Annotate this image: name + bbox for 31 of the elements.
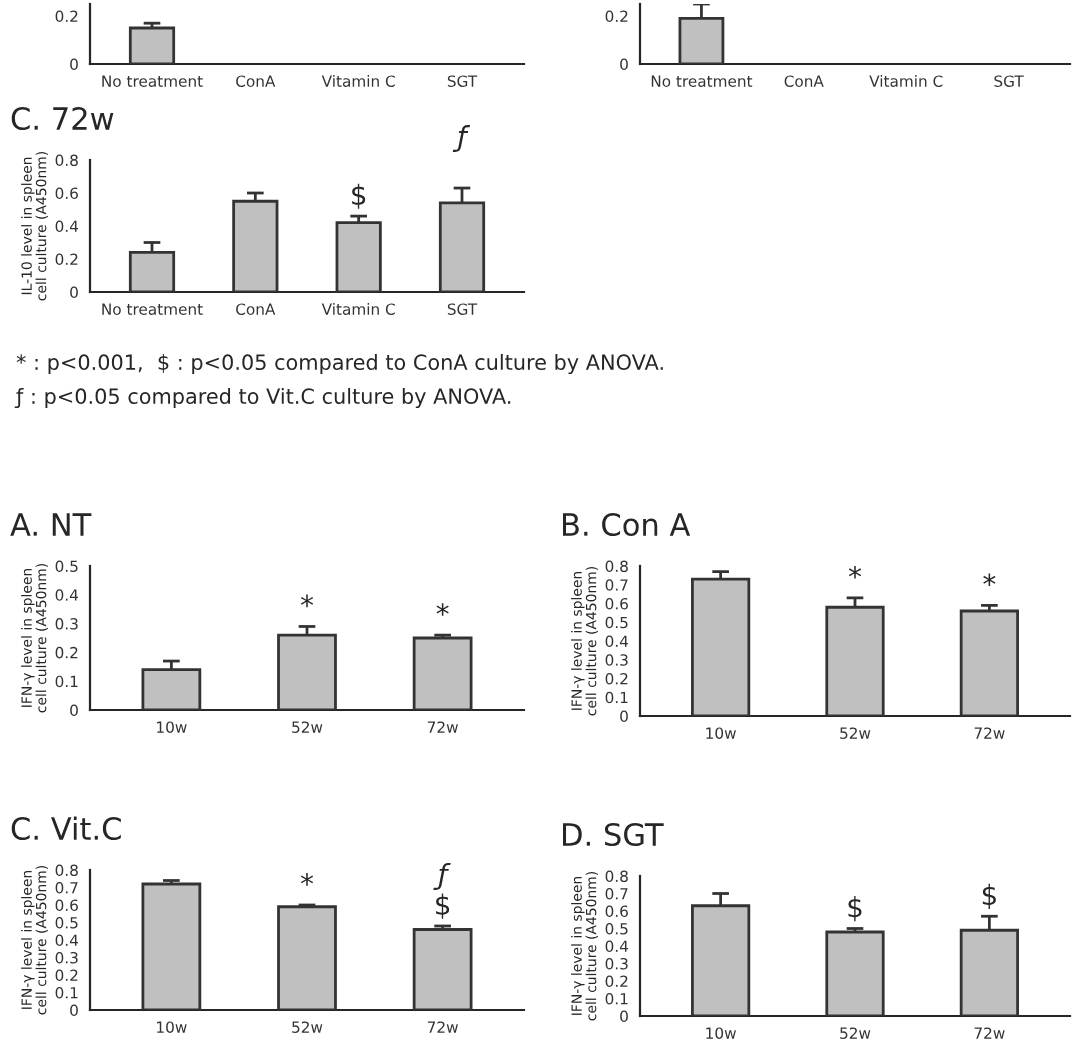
chart-title: C. Vit.C [11, 816, 121, 841]
chart-title: C. 72w [11, 106, 114, 131]
text: ƒ : p<0.05 compared to Vit.C culture by ANOVA. [14, 387, 511, 409]
bar [277, 633, 337, 710]
chart-title: A. NT [10, 513, 92, 536]
bar [141, 668, 202, 710]
bar [412, 928, 473, 1010]
chart-title: D. SGT [563, 822, 664, 847]
text: * : p<0.001, $ : p<0.05 compared to ConA culture by ANOVA. [16, 353, 663, 375]
bar [335, 221, 382, 292]
bar [959, 609, 1019, 716]
bar [691, 577, 751, 716]
annotation: $ [848, 896, 862, 922]
annotation: * [848, 565, 862, 579]
annotation: $ [352, 183, 366, 209]
annotation: * [300, 594, 314, 608]
annotation: * [436, 603, 449, 616]
annotation: $ [436, 893, 450, 919]
bar [412, 636, 473, 710]
annotation: $ [982, 883, 996, 909]
bar [141, 882, 202, 1010]
annotation: * [983, 573, 996, 587]
annotation: ƒ [452, 125, 471, 152]
chart-title: B. Con A [563, 512, 691, 537]
bar [128, 251, 176, 292]
bar [232, 199, 279, 292]
bar [277, 905, 337, 1010]
annotation: * [300, 873, 314, 886]
annotation: ƒ [433, 863, 451, 890]
bar [825, 605, 885, 716]
bar [825, 930, 885, 1016]
